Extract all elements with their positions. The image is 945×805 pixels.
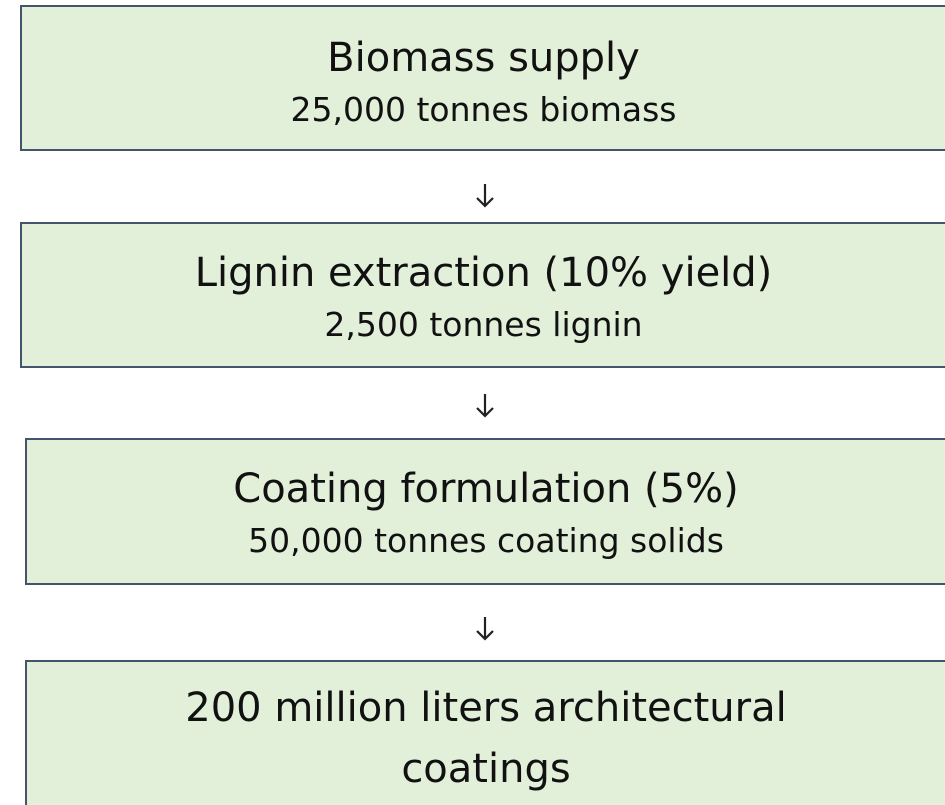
arrow [476, 394, 494, 418]
arrow [476, 184, 494, 208]
node: Coating formulation (5%) 50,000 tonnes c… [25, 438, 945, 585]
arrow [476, 617, 494, 641]
node: Biomass supply 25,000 tonnes biomass [20, 5, 945, 151]
node-detail: 25,000 tonnes biomass [290, 90, 677, 129]
node-detail: 50,000 tonnes coating solids [248, 521, 724, 560]
node: Lignin extraction (10% yield) 2,500 tonn… [20, 222, 945, 368]
node-detail: 2,500 tonnes lignin [324, 305, 643, 344]
node: 200 million liters architectural coating… [25, 660, 945, 805]
node-label: 200 million liters architectural coating… [185, 685, 787, 792]
node-label: Biomass supply [327, 35, 640, 81]
node-label: Lignin extraction (10% yield) [194, 250, 773, 296]
node-label: Coating formulation (5%) [233, 466, 739, 512]
